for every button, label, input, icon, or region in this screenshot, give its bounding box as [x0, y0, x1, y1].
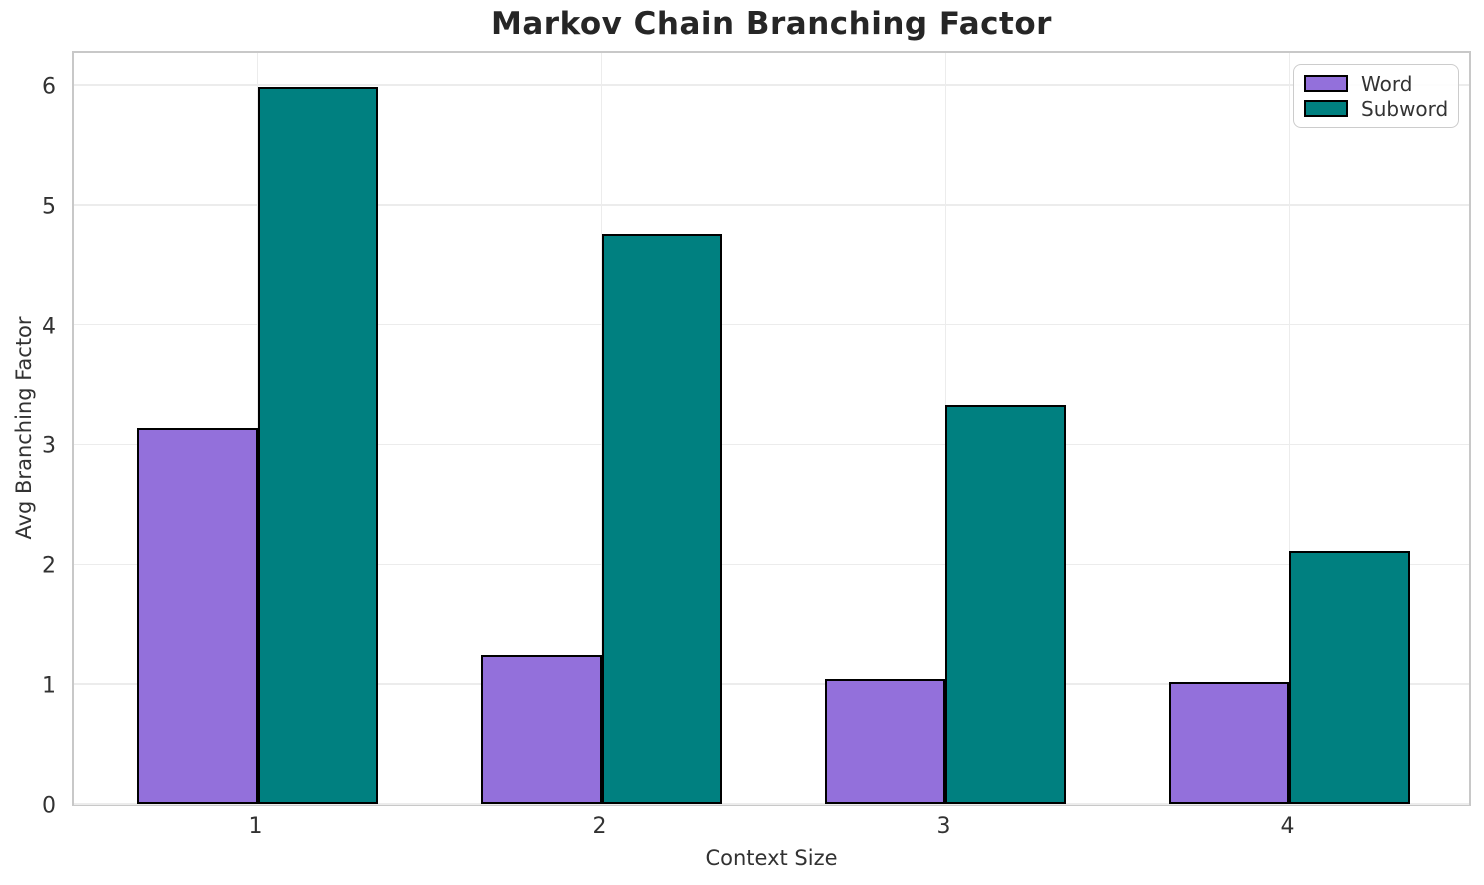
bar-word-1: [137, 427, 258, 804]
bar-word-3: [825, 679, 946, 804]
legend-swatch-subword: [1304, 100, 1348, 117]
gridline-x-4: [1288, 53, 1291, 804]
bar-word-2: [481, 655, 602, 804]
y-tick-label-1: 1: [42, 673, 56, 699]
y-tick-label-4: 4: [42, 314, 56, 340]
x-tick-label-3: 3: [936, 814, 951, 839]
legend-label-word: Word: [1361, 71, 1413, 96]
gridline-y-2: [74, 563, 1469, 566]
bar-subword-2: [601, 233, 722, 804]
gridline-y-5: [74, 204, 1469, 206]
bar-subword-1: [257, 87, 378, 804]
legend-label-subword: Subword: [1361, 96, 1449, 121]
y-tick-label-6: 6: [42, 74, 56, 100]
x-tick-label-2: 2: [592, 814, 607, 839]
gridline-y-1: [74, 683, 1469, 685]
legend-item-word: Word: [1304, 72, 1448, 96]
bar-subword-3: [945, 404, 1066, 804]
y-tick-label-3: 3: [42, 433, 56, 459]
x-tick-label-1: 1: [248, 814, 263, 839]
gridline-y-3: [74, 443, 1469, 446]
bar-word-4: [1169, 681, 1290, 804]
gridline-y-0: [74, 803, 1469, 805]
plot-area: [72, 51, 1471, 806]
x-axis-label: Context Size: [705, 846, 838, 870]
gridline-y-4: [74, 323, 1469, 326]
y-tick-label-2: 2: [42, 553, 56, 579]
legend-swatch-word: [1304, 75, 1348, 92]
y-tick-label-5: 5: [42, 194, 56, 220]
chart-title: Markov Chain Branching Factor: [491, 6, 1052, 42]
gridline-y-6: [74, 84, 1469, 86]
y-tick-label-0: 0: [42, 793, 56, 819]
legend-item-subword: Subword: [1304, 97, 1448, 121]
x-tick-label-4: 4: [1280, 814, 1295, 839]
legend: Word Subword: [1293, 64, 1459, 128]
bar-subword-4: [1289, 551, 1410, 804]
y-axis-label: Avg Branching Factor: [12, 316, 36, 540]
